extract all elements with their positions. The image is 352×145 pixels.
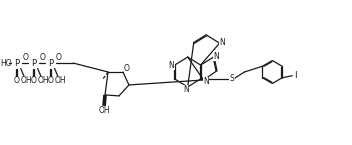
- Text: OH: OH: [55, 76, 66, 85]
- Text: N: N: [183, 85, 189, 94]
- Text: O: O: [124, 64, 130, 72]
- Text: OH: OH: [98, 106, 110, 115]
- Text: S: S: [230, 75, 234, 84]
- Text: N: N: [203, 77, 209, 86]
- Text: N: N: [168, 60, 174, 70]
- Text: O: O: [14, 76, 20, 85]
- Text: O: O: [39, 53, 45, 62]
- Text: OH: OH: [37, 76, 49, 85]
- Text: P: P: [31, 59, 36, 68]
- Text: OH: OH: [20, 76, 32, 85]
- Text: O: O: [56, 53, 62, 62]
- Text: P: P: [48, 59, 53, 68]
- Text: P: P: [14, 59, 19, 68]
- Text: N: N: [214, 52, 219, 61]
- Text: I: I: [294, 71, 297, 80]
- Text: O: O: [31, 76, 37, 85]
- Text: O: O: [48, 76, 54, 85]
- Text: O: O: [23, 53, 28, 62]
- Text: N: N: [220, 38, 225, 47]
- Text: HO: HO: [0, 59, 12, 68]
